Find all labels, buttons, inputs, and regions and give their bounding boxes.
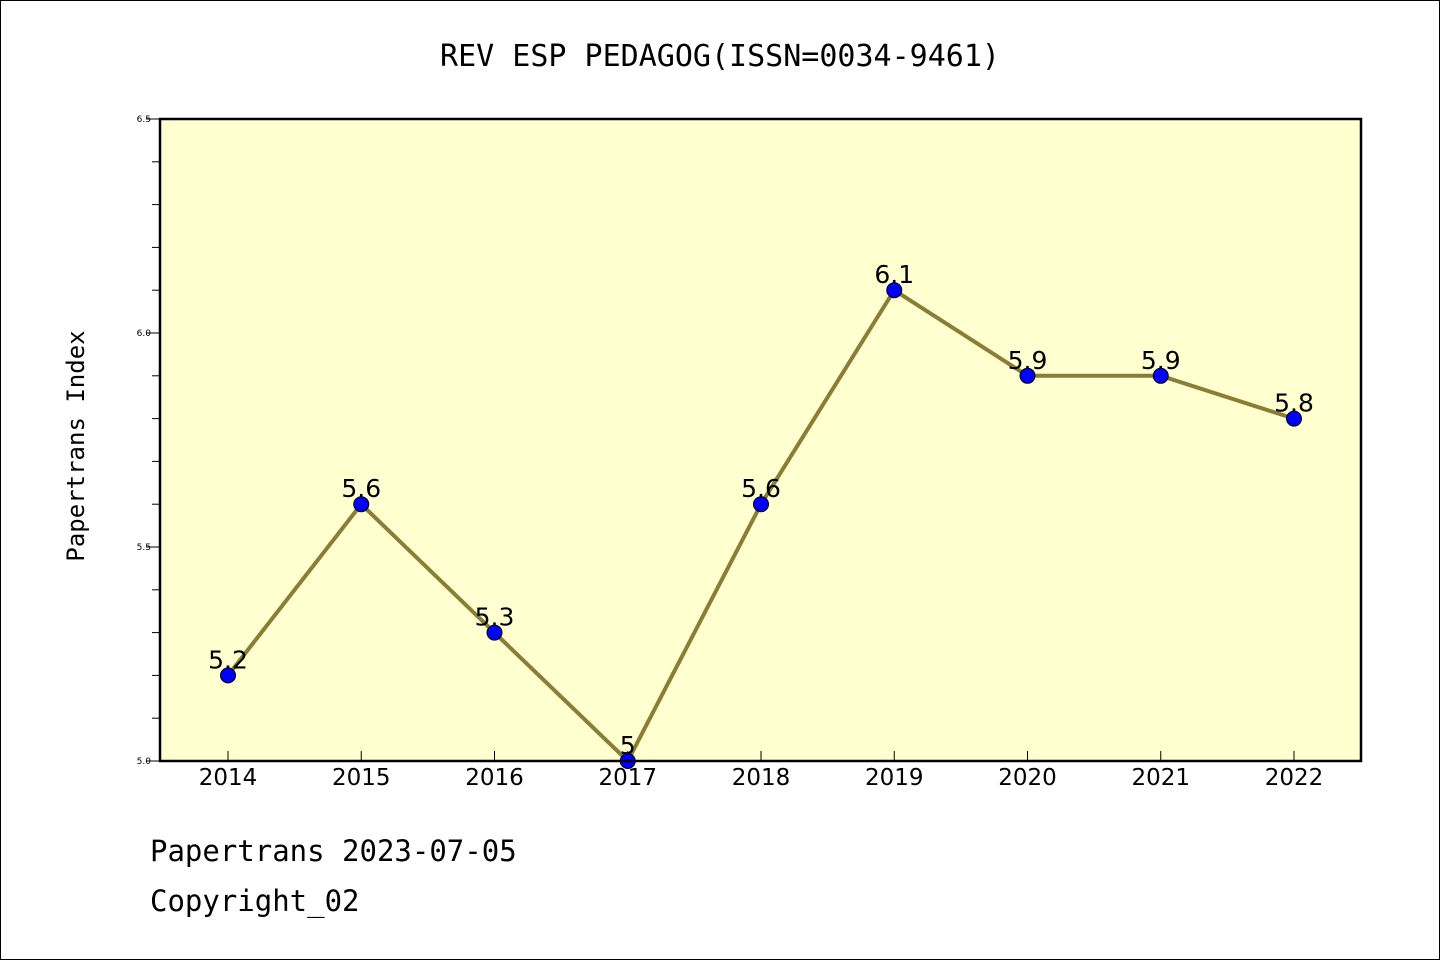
data-point (486, 624, 503, 641)
data-label: 5.6 (741, 474, 781, 503)
y-tick-label: 5.5 (137, 543, 151, 553)
data-labels: 5.2 5.6 5.3 5 5.6 6.1 5.9 5.9 5.8 (208, 260, 1314, 760)
y-tick-label: 6.5 (137, 115, 151, 125)
data-point (753, 496, 769, 513)
y-tick-label: 5.0 (137, 757, 152, 767)
x-tick-label: 2016 (465, 765, 524, 791)
plot-border (158, 117, 1363, 763)
data-label: 5 (620, 731, 636, 760)
footer-copyright: Copyright_02 (150, 884, 360, 918)
x-tick-label: 2017 (598, 765, 657, 791)
x-tick-label: 2021 (1131, 765, 1190, 791)
data-point (220, 667, 236, 684)
data-point (353, 496, 370, 513)
data-label: 5.2 (208, 645, 248, 674)
y-axis-ticks: 5.0 5.5 6.0 6.5 (137, 115, 160, 767)
data-label: 5.9 (1141, 346, 1181, 375)
data-point (886, 282, 903, 299)
data-label: 6.1 (874, 260, 914, 289)
plot-area (160, 119, 1361, 761)
y-axis-label: Papertrans Index (62, 330, 90, 561)
data-point (1152, 367, 1169, 384)
x-tick-label: 2020 (998, 765, 1057, 791)
y-tick-label: 6.0 (137, 329, 152, 339)
x-tick-label: 2022 (1265, 765, 1324, 791)
series-markers (220, 282, 1302, 769)
data-label: 5.9 (1008, 346, 1048, 375)
x-tick-label: 2018 (732, 765, 791, 791)
data-label: 5.3 (475, 603, 515, 632)
data-label: 5.6 (341, 474, 381, 503)
x-axis-ticks: 2014 2015 2016 2017 2018 2019 2020 2021 2022 (199, 751, 1324, 791)
data-point (1286, 410, 1302, 427)
x-tick-label: 2015 (332, 765, 391, 791)
data-label: 5.8 (1274, 389, 1314, 418)
data-point (1019, 367, 1036, 384)
footer-date-line: Papertrans 2023-07-05 (150, 834, 517, 868)
x-tick-label: 2019 (865, 765, 924, 791)
x-tick-label: 2014 (199, 765, 258, 791)
chart-title: REV ESP PEDAGOG(ISSN=0034-9461) (440, 39, 1000, 74)
